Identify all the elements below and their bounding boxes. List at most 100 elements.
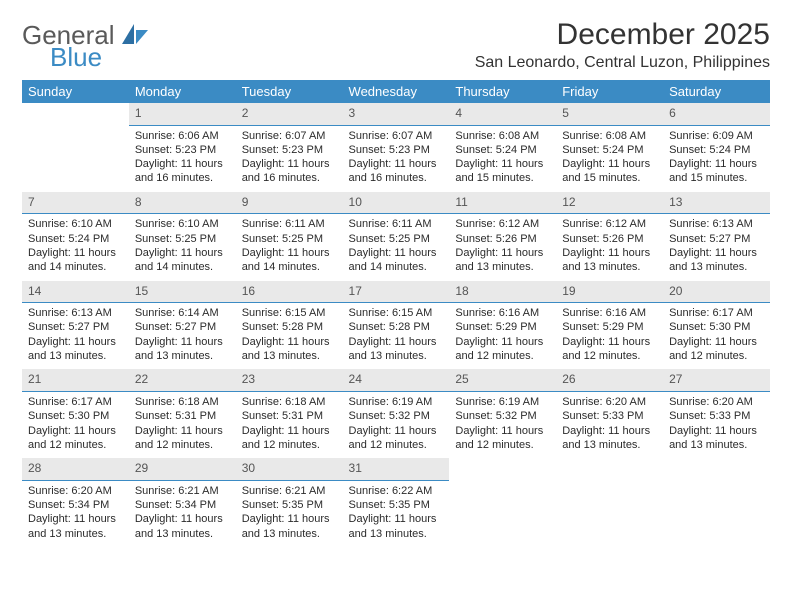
- day-number: 15: [129, 281, 236, 304]
- weekday-header: Sunday: [22, 80, 129, 103]
- calendar-cell: 27Sunrise: 6:20 AMSunset: 5:33 PMDayligh…: [663, 369, 770, 458]
- calendar-cell: 28Sunrise: 6:20 AMSunset: 5:34 PMDayligh…: [22, 458, 129, 547]
- sunset-line: Sunset: 5:32 PM: [349, 409, 444, 423]
- day-number: 13: [663, 192, 770, 215]
- calendar-cell: 16Sunrise: 6:15 AMSunset: 5:28 PMDayligh…: [236, 281, 343, 370]
- day-number: 28: [22, 458, 129, 481]
- day-number: 22: [129, 369, 236, 392]
- day-number: 19: [556, 281, 663, 304]
- day-content: Sunrise: 6:14 AMSunset: 5:27 PMDaylight:…: [129, 303, 236, 369]
- sunrise-line: Sunrise: 6:17 AM: [669, 306, 764, 320]
- sunrise-line: Sunrise: 6:16 AM: [455, 306, 550, 320]
- sunset-line: Sunset: 5:24 PM: [562, 143, 657, 157]
- calendar-cell: 20Sunrise: 6:17 AMSunset: 5:30 PMDayligh…: [663, 281, 770, 370]
- sunset-line: Sunset: 5:27 PM: [669, 232, 764, 246]
- day-number: 24: [343, 369, 450, 392]
- daylight-line: Daylight: 11 hours and 13 minutes.: [135, 335, 230, 364]
- day-content: Sunrise: 6:21 AMSunset: 5:35 PMDaylight:…: [236, 481, 343, 547]
- sunset-line: Sunset: 5:26 PM: [562, 232, 657, 246]
- sunrise-line: Sunrise: 6:15 AM: [242, 306, 337, 320]
- sunrise-line: Sunrise: 6:20 AM: [669, 395, 764, 409]
- day-number: 1: [129, 103, 236, 126]
- calendar-cell: 11Sunrise: 6:12 AMSunset: 5:26 PMDayligh…: [449, 192, 556, 281]
- logo-text: General Blue: [22, 22, 152, 70]
- sunset-line: Sunset: 5:23 PM: [242, 143, 337, 157]
- sunrise-line: Sunrise: 6:13 AM: [669, 217, 764, 231]
- sunset-line: Sunset: 5:24 PM: [28, 232, 123, 246]
- sunrise-line: Sunrise: 6:22 AM: [349, 484, 444, 498]
- calendar-cell: 10Sunrise: 6:11 AMSunset: 5:25 PMDayligh…: [343, 192, 450, 281]
- day-content: Sunrise: 6:19 AMSunset: 5:32 PMDaylight:…: [343, 392, 450, 458]
- calendar-week: 28Sunrise: 6:20 AMSunset: 5:34 PMDayligh…: [22, 458, 770, 547]
- day-content: Sunrise: 6:21 AMSunset: 5:34 PMDaylight:…: [129, 481, 236, 547]
- location: San Leonardo, Central Luzon, Philippines: [475, 54, 770, 72]
- day-content: Sunrise: 6:15 AMSunset: 5:28 PMDaylight:…: [236, 303, 343, 369]
- calendar-cell: 21Sunrise: 6:17 AMSunset: 5:30 PMDayligh…: [22, 369, 129, 458]
- day-content: Sunrise: 6:11 AMSunset: 5:25 PMDaylight:…: [343, 214, 450, 280]
- sunset-line: Sunset: 5:27 PM: [135, 320, 230, 334]
- day-number: 7: [22, 192, 129, 215]
- sunset-line: Sunset: 5:28 PM: [349, 320, 444, 334]
- day-content: Sunrise: 6:16 AMSunset: 5:29 PMDaylight:…: [449, 303, 556, 369]
- calendar-page: General Blue December 2025 San Leonardo,…: [0, 0, 792, 557]
- day-content: Sunrise: 6:10 AMSunset: 5:25 PMDaylight:…: [129, 214, 236, 280]
- day-number: 16: [236, 281, 343, 304]
- day-content: Sunrise: 6:07 AMSunset: 5:23 PMDaylight:…: [236, 126, 343, 192]
- calendar-cell: 7 Sunrise: 6:10 AMSunset: 5:24 PMDaylight…: [22, 192, 129, 281]
- calendar-cell: 14Sunrise: 6:13 AMSunset: 5:27 PMDayligh…: [22, 281, 129, 370]
- calendar-cell: [556, 458, 663, 547]
- calendar-cell: 6Sunrise: 6:09 AMSunset: 5:24 PMDaylight…: [663, 103, 770, 192]
- logo-bottom: Blue: [50, 44, 152, 70]
- day-content: Sunrise: 6:17 AMSunset: 5:30 PMDaylight:…: [22, 392, 129, 458]
- daylight-line: Daylight: 11 hours and 13 minutes.: [669, 424, 764, 453]
- weekday-header: Tuesday: [236, 80, 343, 103]
- daylight-line: Daylight: 11 hours and 12 minutes.: [135, 424, 230, 453]
- daylight-line: Daylight: 11 hours and 14 minutes.: [242, 246, 337, 275]
- sunrise-line: Sunrise: 6:20 AM: [28, 484, 123, 498]
- calendar-cell: 8Sunrise: 6:10 AMSunset: 5:25 PMDaylight…: [129, 192, 236, 281]
- daylight-line: Daylight: 11 hours and 12 minutes.: [669, 335, 764, 364]
- sunset-line: Sunset: 5:24 PM: [455, 143, 550, 157]
- sunset-line: Sunset: 5:31 PM: [242, 409, 337, 423]
- day-content: Sunrise: 6:12 AMSunset: 5:26 PMDaylight:…: [556, 214, 663, 280]
- sunrise-line: Sunrise: 6:21 AM: [135, 484, 230, 498]
- sunrise-line: Sunrise: 6:07 AM: [242, 129, 337, 143]
- daylight-line: Daylight: 11 hours and 14 minutes.: [28, 246, 123, 275]
- sunrise-line: Sunrise: 6:11 AM: [242, 217, 337, 231]
- day-number: 3: [343, 103, 450, 126]
- calendar-cell: [449, 458, 556, 547]
- calendar-week: 1Sunrise: 6:06 AMSunset: 5:23 PMDaylight…: [22, 103, 770, 192]
- sunrise-line: Sunrise: 6:21 AM: [242, 484, 337, 498]
- day-number: 10: [343, 192, 450, 215]
- sunset-line: Sunset: 5:30 PM: [28, 409, 123, 423]
- sunset-line: Sunset: 5:26 PM: [455, 232, 550, 246]
- sunrise-line: Sunrise: 6:18 AM: [242, 395, 337, 409]
- day-number: 25: [449, 369, 556, 392]
- sunset-line: Sunset: 5:23 PM: [349, 143, 444, 157]
- day-content: Sunrise: 6:08 AMSunset: 5:24 PMDaylight:…: [556, 126, 663, 192]
- sunset-line: Sunset: 5:34 PM: [135, 498, 230, 512]
- calendar-cell: 17Sunrise: 6:15 AMSunset: 5:28 PMDayligh…: [343, 281, 450, 370]
- sunrise-line: Sunrise: 6:15 AM: [349, 306, 444, 320]
- sunset-line: Sunset: 5:25 PM: [349, 232, 444, 246]
- day-number: 21: [22, 369, 129, 392]
- day-content: Sunrise: 6:13 AMSunset: 5:27 PMDaylight:…: [22, 303, 129, 369]
- daylight-line: Daylight: 11 hours and 13 minutes.: [242, 335, 337, 364]
- header: General Blue December 2025 San Leonardo,…: [22, 18, 770, 72]
- sunset-line: Sunset: 5:25 PM: [242, 232, 337, 246]
- calendar-week: 21Sunrise: 6:17 AMSunset: 5:30 PMDayligh…: [22, 369, 770, 458]
- calendar-cell: 22Sunrise: 6:18 AMSunset: 5:31 PMDayligh…: [129, 369, 236, 458]
- sunrise-line: Sunrise: 6:10 AM: [28, 217, 123, 231]
- sunrise-line: Sunrise: 6:10 AM: [135, 217, 230, 231]
- weekday-header: Wednesday: [343, 80, 450, 103]
- day-number: 18: [449, 281, 556, 304]
- sunset-line: Sunset: 5:34 PM: [28, 498, 123, 512]
- day-number: 31: [343, 458, 450, 481]
- sunrise-line: Sunrise: 6:17 AM: [28, 395, 123, 409]
- daylight-line: Daylight: 11 hours and 12 minutes.: [242, 424, 337, 453]
- sunrise-line: Sunrise: 6:08 AM: [562, 129, 657, 143]
- sunset-line: Sunset: 5:29 PM: [562, 320, 657, 334]
- calendar-cell: 26Sunrise: 6:20 AMSunset: 5:33 PMDayligh…: [556, 369, 663, 458]
- calendar-cell: 18Sunrise: 6:16 AMSunset: 5:29 PMDayligh…: [449, 281, 556, 370]
- daylight-line: Daylight: 11 hours and 13 minutes.: [562, 424, 657, 453]
